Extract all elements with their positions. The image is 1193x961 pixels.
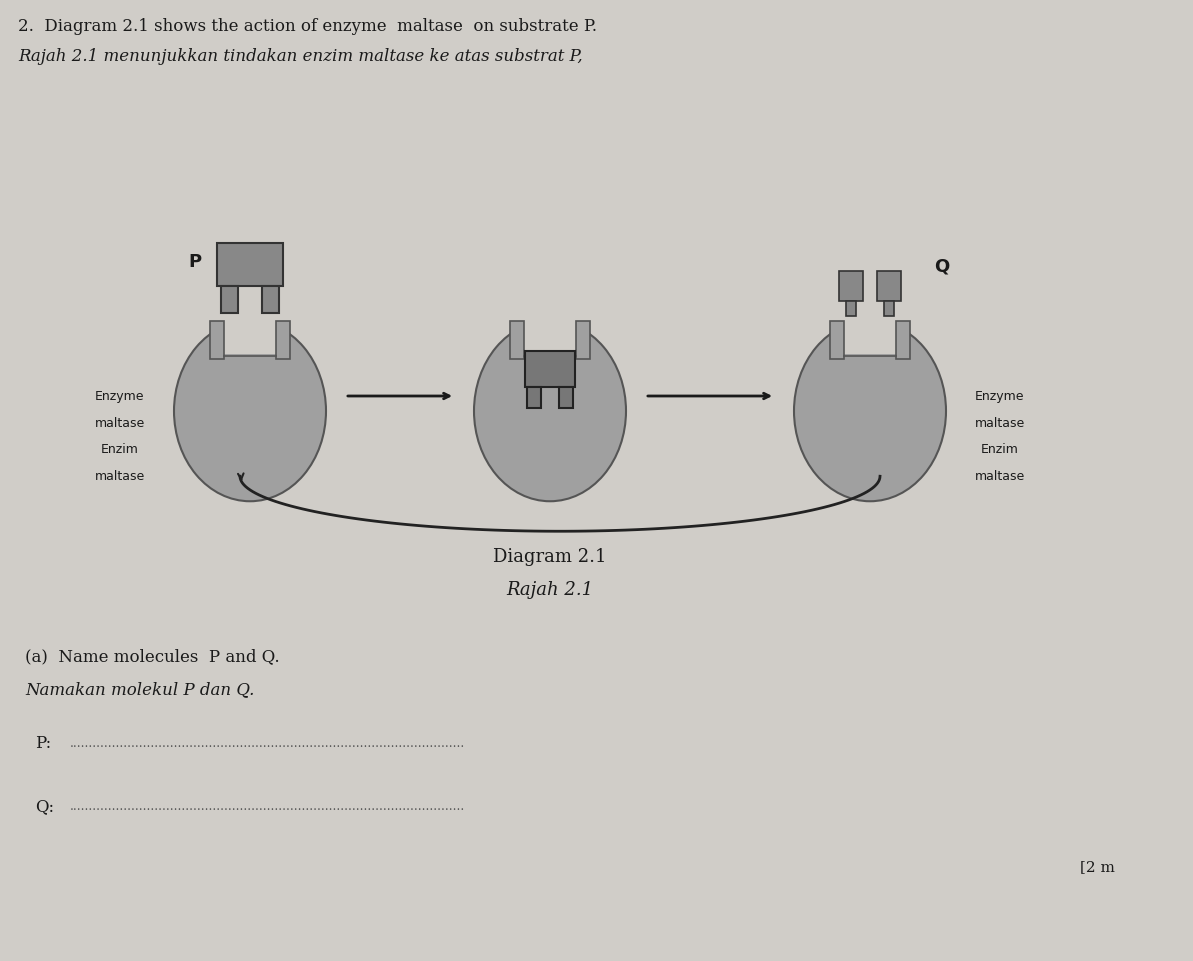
Text: maltase: maltase bbox=[975, 417, 1025, 431]
Polygon shape bbox=[262, 286, 279, 313]
Text: Enzim: Enzim bbox=[981, 443, 1019, 456]
Polygon shape bbox=[839, 272, 864, 302]
Text: Diagram 2.1: Diagram 2.1 bbox=[493, 548, 607, 565]
Polygon shape bbox=[576, 321, 591, 359]
Polygon shape bbox=[276, 321, 290, 359]
Polygon shape bbox=[217, 244, 283, 286]
Polygon shape bbox=[524, 311, 576, 355]
Polygon shape bbox=[525, 352, 575, 387]
Polygon shape bbox=[846, 302, 857, 317]
Text: Rajah 2.1: Rajah 2.1 bbox=[507, 580, 594, 599]
Text: [2 m: [2 m bbox=[1080, 859, 1115, 874]
Text: Enzim: Enzim bbox=[101, 443, 138, 456]
Polygon shape bbox=[210, 321, 224, 359]
Polygon shape bbox=[896, 321, 910, 359]
Polygon shape bbox=[560, 387, 574, 408]
Text: (a)  Name molecules  P and Q.: (a) Name molecules P and Q. bbox=[25, 648, 279, 665]
Text: Rajah 2.1 menunjukkan tindakan enzim maltase ke atas substrat P,: Rajah 2.1 menunjukkan tindakan enzim mal… bbox=[18, 48, 582, 65]
Ellipse shape bbox=[795, 321, 946, 502]
Text: Namakan molekul P dan Q.: Namakan molekul P dan Q. bbox=[25, 680, 254, 698]
Text: ................................................................................: ........................................… bbox=[70, 737, 465, 750]
Text: 2.  Diagram 2.1 shows the action of enzyme  maltase  on substrate P.: 2. Diagram 2.1 shows the action of enzym… bbox=[18, 18, 596, 36]
Polygon shape bbox=[221, 286, 237, 313]
Polygon shape bbox=[224, 311, 276, 355]
Polygon shape bbox=[527, 387, 540, 408]
Text: maltase: maltase bbox=[95, 417, 146, 431]
Text: P:: P: bbox=[35, 735, 51, 752]
Text: Q: Q bbox=[934, 258, 950, 276]
Text: ................................................................................: ........................................… bbox=[70, 800, 465, 813]
Text: Enzyme: Enzyme bbox=[95, 390, 144, 403]
Ellipse shape bbox=[174, 321, 326, 502]
Ellipse shape bbox=[474, 321, 626, 502]
Polygon shape bbox=[877, 272, 901, 302]
Text: maltase: maltase bbox=[975, 470, 1025, 483]
Polygon shape bbox=[829, 321, 843, 359]
Text: Q:: Q: bbox=[35, 798, 54, 815]
Text: Enzyme: Enzyme bbox=[975, 390, 1025, 403]
Polygon shape bbox=[843, 311, 896, 355]
Text: P: P bbox=[188, 253, 202, 271]
Polygon shape bbox=[884, 302, 894, 317]
Text: maltase: maltase bbox=[95, 470, 146, 483]
Polygon shape bbox=[509, 321, 524, 359]
